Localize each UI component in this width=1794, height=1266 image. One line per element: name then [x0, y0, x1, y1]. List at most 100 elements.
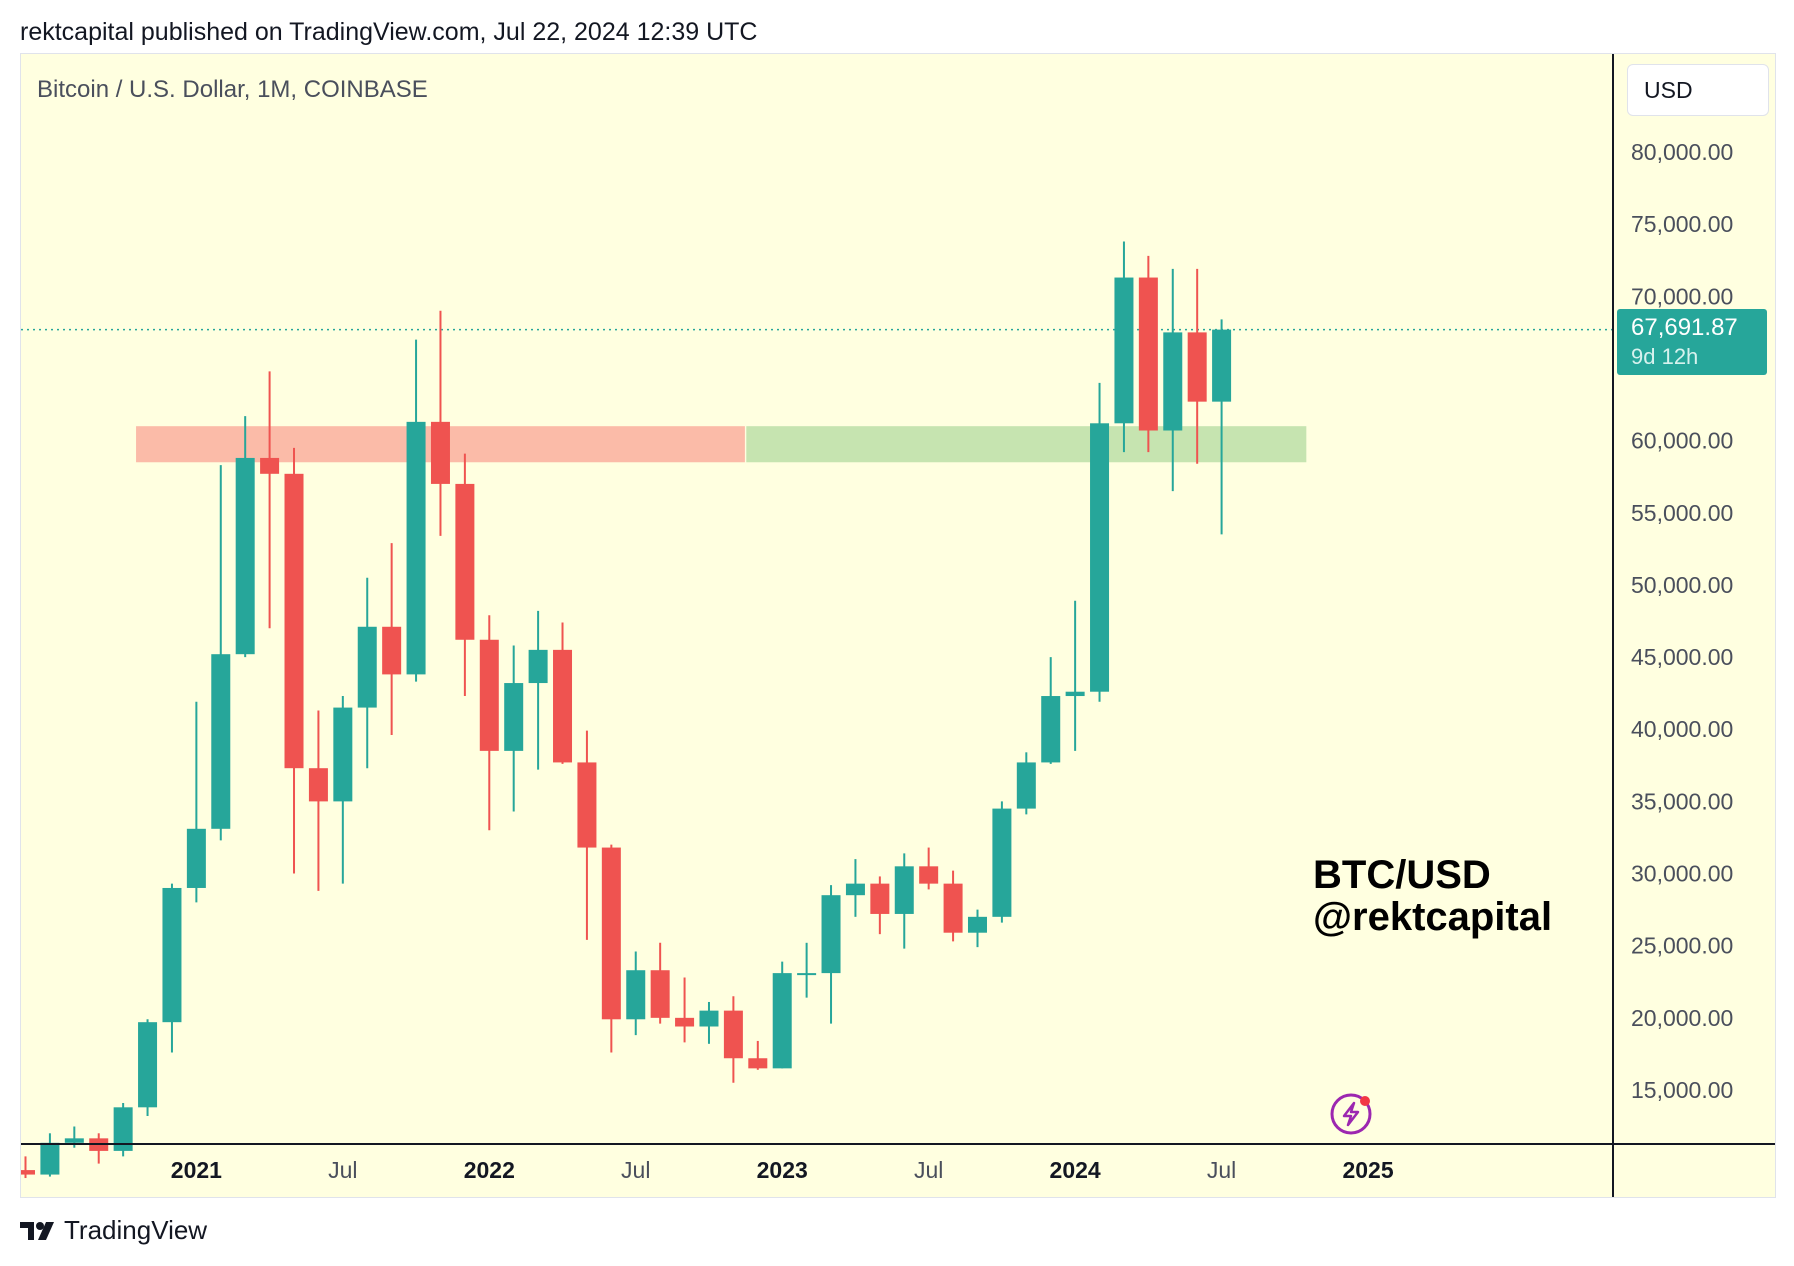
- candle-body: [138, 1022, 158, 1108]
- tradingview-logo[interactable]: TradingView: [20, 1215, 207, 1246]
- x-tick-label: 2025: [1342, 1157, 1393, 1183]
- candle-body: [260, 457, 280, 474]
- candle-body: [1090, 423, 1110, 692]
- candle-2022-09[interactable]: [675, 977, 695, 1043]
- y-tick-label: 75,000.00: [1631, 211, 1733, 237]
- candle-2020-12[interactable]: [162, 883, 182, 1053]
- candle-2021-11[interactable]: [430, 310, 450, 536]
- candle-2021-12[interactable]: [455, 453, 475, 697]
- candle-body: [772, 973, 792, 1069]
- bar-countdown: 9d 12h: [1631, 343, 1699, 369]
- candle-2023-06[interactable]: [894, 853, 914, 949]
- candle-2022-12[interactable]: [748, 1040, 768, 1070]
- y-tick-label: 35,000.00: [1631, 788, 1733, 814]
- candle-2023-12[interactable]: [1041, 657, 1061, 764]
- y-tick-label: 70,000.00: [1631, 283, 1733, 309]
- candle-body: [21, 1170, 35, 1175]
- candle-2021-01[interactable]: [186, 701, 206, 903]
- currency-selector[interactable]: USD: [1627, 64, 1769, 116]
- candle-2021-09[interactable]: [382, 543, 402, 736]
- candle-2022-03[interactable]: [528, 610, 548, 770]
- y-tick-label: 80,000.00: [1631, 139, 1733, 165]
- y-tick-label: 50,000.00: [1631, 572, 1733, 598]
- candle-body: [186, 828, 206, 888]
- candle-body: [1163, 332, 1183, 431]
- candle-body: [553, 649, 573, 763]
- x-tick-label: 2024: [1050, 1157, 1101, 1183]
- watermark-author: @rektcapital: [1313, 895, 1553, 939]
- chart-panel[interactable]: 15,000.00 20,000.00 25,000.00 30,000.00 35,0…: [20, 53, 1776, 1198]
- candle-body: [1065, 691, 1085, 697]
- candle-2021-10[interactable]: [406, 339, 426, 682]
- candle-2023-07[interactable]: [919, 847, 939, 890]
- candle-2020-11[interactable]: [138, 1019, 158, 1116]
- x-tick-label: Jul: [1207, 1157, 1236, 1183]
- candle-2023-11[interactable]: [1016, 752, 1036, 815]
- candle-body: [748, 1058, 768, 1069]
- y-tick-label: 60,000.00: [1631, 428, 1733, 454]
- candle-body: [162, 887, 182, 1023]
- candle-2023-10[interactable]: [992, 801, 1012, 923]
- candle-body: [967, 916, 987, 933]
- candle-body: [113, 1107, 133, 1151]
- candle-body: [943, 883, 963, 933]
- candle-body: [626, 970, 646, 1020]
- candle-body: [675, 1017, 695, 1027]
- candle-2024-01[interactable]: [1065, 600, 1085, 751]
- candle-body: [430, 421, 450, 484]
- candle-body: [723, 1010, 743, 1059]
- candle-body: [479, 639, 499, 751]
- candle-2022-08[interactable]: [650, 942, 670, 1024]
- candle-2022-01[interactable]: [479, 615, 499, 831]
- candle-2020-06[interactable]: [21, 1156, 35, 1179]
- candle-2022-02[interactable]: [504, 645, 524, 812]
- candle-2024-06[interactable]: [1187, 268, 1207, 464]
- candle-2022-06[interactable]: [601, 844, 621, 1053]
- y-tick-label: 20,000.00: [1631, 1005, 1733, 1031]
- y-tick-label: 55,000.00: [1631, 500, 1733, 526]
- candle-2021-03[interactable]: [235, 416, 255, 658]
- candle-2023-01[interactable]: [772, 961, 792, 1069]
- x-tick-label: Jul: [621, 1157, 650, 1183]
- candlestick-chart[interactable]: 15,000.00 20,000.00 25,000.00 30,000.00 35,0…: [21, 54, 1775, 1197]
- candle-2023-04[interactable]: [845, 859, 865, 917]
- candle-2021-06[interactable]: [308, 710, 328, 891]
- candle-2021-02[interactable]: [211, 465, 231, 841]
- candle-body: [870, 883, 890, 914]
- y-tick-label: 45,000.00: [1631, 644, 1733, 670]
- last-price-tag: 67,691.87 9d 12h: [1617, 308, 1767, 375]
- candle-2023-05[interactable]: [870, 876, 890, 935]
- candle-2020-10[interactable]: [113, 1102, 133, 1157]
- candle-2020-07[interactable]: [40, 1133, 60, 1177]
- candle-2022-11[interactable]: [723, 996, 743, 1083]
- candle-2023-08[interactable]: [943, 870, 963, 942]
- candle-2024-02[interactable]: [1090, 382, 1110, 702]
- candle-2021-07[interactable]: [333, 696, 353, 884]
- candle-2024-04[interactable]: [1138, 255, 1158, 453]
- candle-body: [699, 1010, 719, 1027]
- candle-2020-09[interactable]: [89, 1133, 109, 1164]
- candle-2022-05[interactable]: [577, 730, 597, 940]
- candle-2022-10[interactable]: [699, 1001, 719, 1044]
- y-tick-label: 30,000.00: [1631, 861, 1733, 887]
- candle-2021-05[interactable]: [284, 447, 304, 874]
- candle-body: [357, 626, 377, 708]
- x-tick-label: Jul: [328, 1157, 357, 1183]
- candle-2024-07[interactable]: [1212, 319, 1232, 535]
- candle-body: [211, 654, 231, 829]
- candle-2022-04[interactable]: [553, 622, 573, 764]
- x-tick-label: 2021: [171, 1157, 222, 1183]
- candle-2021-04[interactable]: [260, 371, 280, 629]
- candle-2023-02[interactable]: [797, 942, 817, 998]
- candle-2022-07[interactable]: [626, 951, 646, 1036]
- candle-2024-03[interactable]: [1114, 241, 1134, 453]
- candle-body: [235, 457, 255, 655]
- candle-2023-03[interactable]: [821, 885, 841, 1024]
- candle-2021-08[interactable]: [357, 577, 377, 769]
- tradingview-brand: TradingView: [64, 1215, 208, 1245]
- candle-body: [919, 866, 939, 884]
- candle-body: [797, 973, 817, 976]
- x-tick-label: 2023: [757, 1157, 808, 1183]
- candle-2024-05[interactable]: [1163, 268, 1183, 492]
- candle-2023-09[interactable]: [967, 909, 987, 948]
